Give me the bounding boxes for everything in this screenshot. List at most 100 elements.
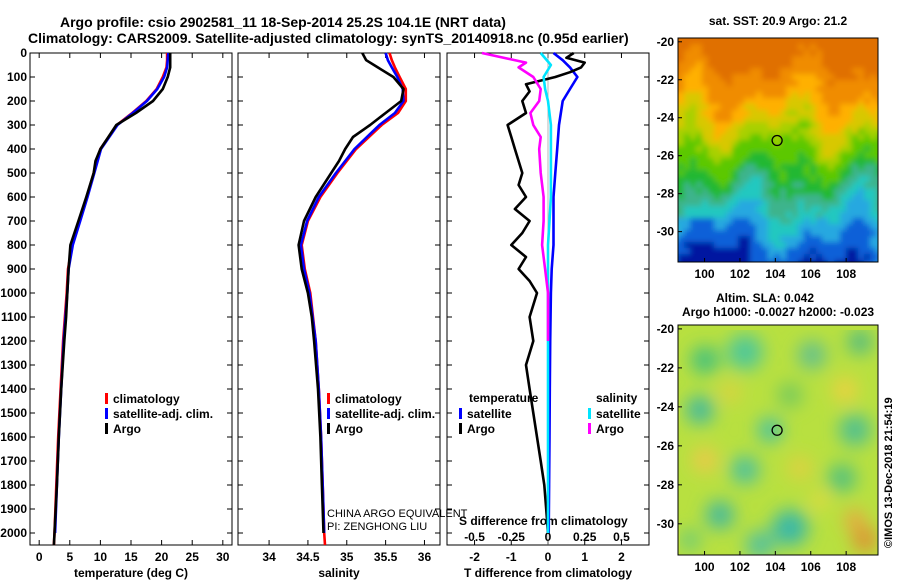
x-tick-label: 5 (66, 550, 73, 564)
y-tick-label: -22 (657, 73, 675, 87)
y-tick-label: -20 (657, 322, 675, 336)
y-tick-label: -26 (657, 439, 675, 453)
legend-label: Argo (467, 422, 495, 436)
legend-swatch (588, 408, 591, 419)
y-tick-label: 1500 (0, 406, 27, 420)
x-tick-label: 100 (695, 560, 715, 574)
legend-swatch (105, 423, 108, 434)
x-tick-label: 35.5 (374, 550, 398, 564)
series-line-3 (52, 53, 172, 546)
x-tick-label: 20 (155, 550, 169, 564)
s-tick-label: 0.25 (573, 530, 597, 544)
profile-panel-3: -2 -1 0 1 2 -0.5 -0.25 0 0.25 0.5 S difference fro… (446, 51, 650, 580)
x-tick-label: 36 (418, 550, 432, 564)
y-tick-label: -24 (657, 111, 675, 125)
x-tick-label: 106 (801, 267, 821, 281)
s-tick-label: -0.25 (498, 530, 526, 544)
legend-title-salinity: salinity (596, 391, 638, 405)
argo-position-marker (771, 134, 783, 147)
legend-swatch (588, 423, 591, 434)
y-tick-label: 500 (7, 166, 27, 180)
x-tick-label: 106 (801, 560, 821, 574)
x-tick-label: 35 (340, 550, 354, 564)
figure-title-line1: Argo profile: csio 2902581_11 18-Sep-201… (60, 14, 506, 30)
y-tick-label: -30 (657, 225, 675, 239)
legend-label: satellite (596, 407, 641, 421)
series-line-3 (539, 52, 553, 533)
legend-label: satellite (467, 407, 512, 421)
legend-label: climatology (113, 392, 180, 406)
legend-label: Argo (335, 422, 363, 436)
s-diff-label: S difference from climatology (459, 514, 628, 528)
legend-swatch (459, 408, 462, 419)
x-axis-label: salinity (318, 566, 360, 580)
x-tick-label: 108 (836, 560, 856, 574)
legend-swatch (459, 423, 462, 434)
footer-credit: ©IMOS 13-Dec-2018 21:54:19 (883, 397, 895, 548)
y-tick-label: -28 (657, 187, 675, 201)
y-tick-label: 400 (7, 142, 27, 156)
legend-difference: temperature salinitysatelliteArgosatellit… (459, 391, 641, 436)
y-tick-label: -20 (657, 35, 675, 49)
s-tick-label: 0 (545, 530, 552, 544)
y-tick-label: 1200 (0, 334, 27, 348)
x-axis-label: temperature (deg C) (74, 566, 188, 580)
y-tick-label: 1300 (0, 358, 27, 372)
x-tick-label: 0 (36, 550, 43, 564)
x-tick-label: 30 (216, 550, 230, 564)
legend-swatch (327, 393, 330, 404)
s-tick-label: -0.5 (464, 530, 485, 544)
map-frame (677, 37, 879, 263)
sla-field (678, 325, 878, 555)
x-tick-label: 34.5 (296, 550, 320, 564)
y-tick-label: 1800 (0, 478, 27, 492)
x-tick-label: 15 (124, 550, 138, 564)
map-sst: 100 102 104 106 108 -20 -22 -24 -26 -28 -30 sat. SS… (657, 14, 879, 281)
y-tick-label: -26 (657, 149, 675, 163)
x-tick-label: 104 (765, 560, 785, 574)
x-tick-label: 25 (186, 550, 200, 564)
x-tick-label: 34 (262, 550, 276, 564)
y-tick-label: 800 (7, 238, 27, 252)
series-line-3 (297, 52, 405, 534)
x-tick-label: -2 (469, 550, 480, 564)
legend-swatch (105, 408, 108, 419)
y-tick-label: 1400 (0, 382, 27, 396)
y-tick-label: 0 (20, 46, 27, 60)
y-tick-label: 600 (7, 190, 27, 204)
legend-swatch (105, 393, 108, 404)
figure-title-line2: Climatology: CARS2009. Satellite-adjuste… (28, 30, 629, 46)
annotation-pi: PI: ZENGHONG LIU (327, 521, 427, 533)
x-tick-label: 100 (695, 267, 715, 281)
sst-field (678, 38, 878, 262)
map-frame (677, 324, 879, 556)
profile-panel-2: 34 34.5 35 35.5 36 salinity (237, 52, 441, 580)
x-tick-label: 0 (545, 550, 552, 564)
x-tick-label: 10 (94, 550, 108, 564)
legend-label: satellite-adj. clim. (113, 407, 213, 421)
y-tick-label: -24 (657, 400, 675, 414)
map-sla-title: Altim. SLA: 0.042 (716, 291, 814, 305)
plot-area (29, 52, 233, 546)
series-line-1 (547, 51, 579, 534)
map-sla: 100 102 104 106 108 -20 -22 -24 -26 -28 -30 Altim. … (657, 291, 879, 574)
y-tick-label: 900 (7, 262, 27, 276)
y-tick-label: 1100 (1, 310, 27, 324)
argo-position-marker (771, 424, 783, 436)
x-tick-label: 108 (836, 267, 856, 281)
s-tick-label: 0.5 (613, 530, 630, 544)
y-tick-label: -22 (657, 361, 675, 375)
y-tick-label: 200 (7, 94, 27, 108)
legend-label: Argo (113, 422, 141, 436)
x-tick-label: 1 (581, 550, 588, 564)
plot-area (237, 52, 441, 546)
y-tick-label: 2000 (0, 526, 27, 540)
y-tick-label: 300 (7, 118, 27, 132)
y-tick-label: -28 (657, 478, 675, 492)
y-tick-label: 700 (7, 214, 27, 228)
legend-label: climatology (335, 392, 402, 406)
